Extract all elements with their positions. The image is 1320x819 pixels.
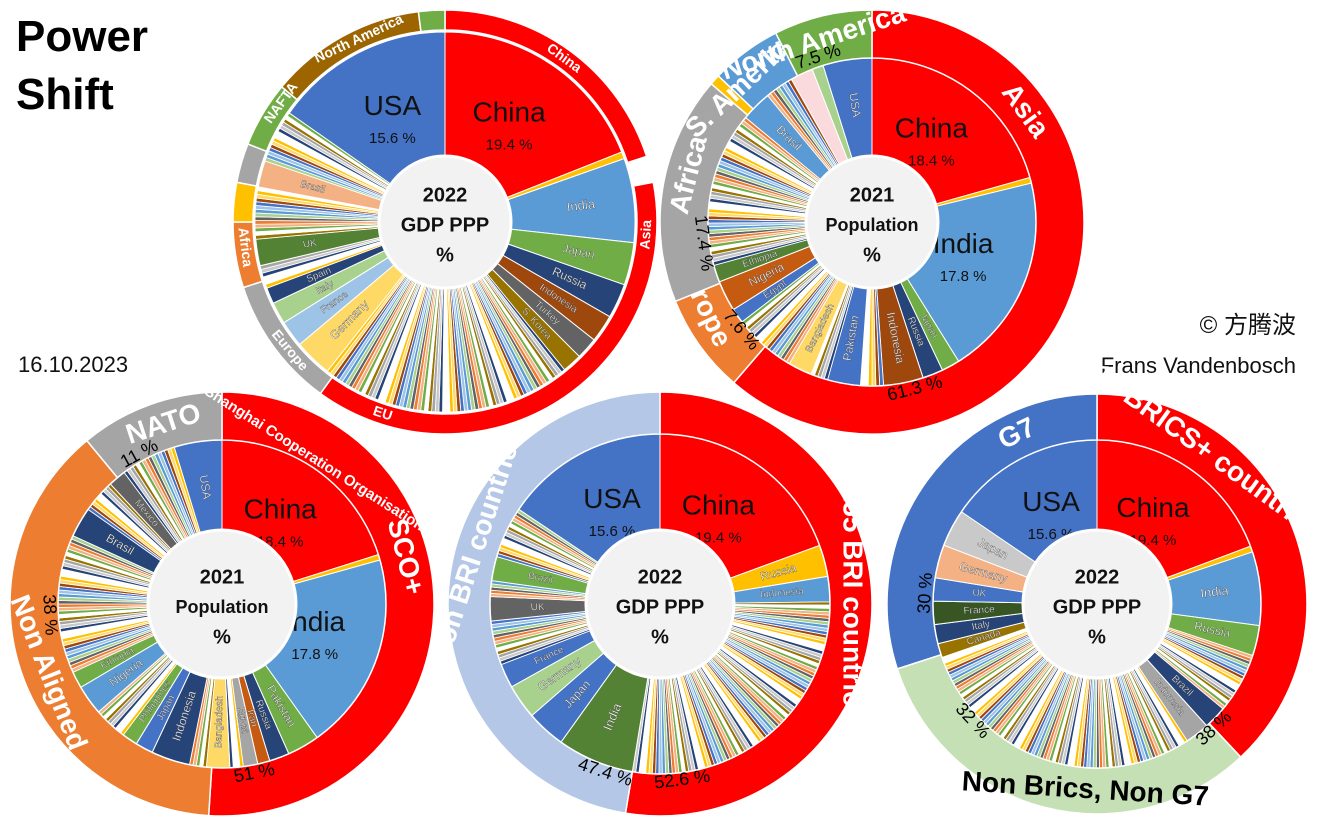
copyright-label: © 方腾波 <box>1199 312 1296 339</box>
ring-segment-north-america <box>774 9 873 77</box>
ring-label-asia: Asia <box>636 219 654 250</box>
ring-segment-sco <box>207 391 435 817</box>
slice-label-italy: Italy <box>971 619 991 633</box>
slice-label-china: China <box>472 97 546 128</box>
slice-label-uk: UK <box>531 602 546 613</box>
slice-value-china: 19.4 % <box>695 529 742 546</box>
center-hole <box>377 154 513 290</box>
slice-label-egypt: Egypt <box>235 707 250 734</box>
slice-label-bangladesh: Bangladesh <box>213 696 225 749</box>
ring-label-africa: Africa <box>235 226 256 268</box>
center-label: 2021 <box>200 566 245 588</box>
ring-segment-155-bri-countries <box>624 391 873 817</box>
center-label: % <box>213 626 231 648</box>
slice-label-india: India <box>1200 583 1230 601</box>
slice-value-china: 18.4 % <box>908 153 955 170</box>
slice-label-india: India <box>566 196 596 214</box>
slice-label-usa: USA <box>364 90 422 121</box>
slice-label-uk: UK <box>302 238 318 251</box>
slice-label-usa: USA <box>1022 486 1080 517</box>
ring-label-155-bri-countries: 155 BRI countries <box>838 486 869 723</box>
center-hole <box>804 154 940 290</box>
ring-segment-g7 <box>886 393 1098 670</box>
slice-label-china: China <box>244 494 318 525</box>
slice-label-china: China <box>1116 492 1190 523</box>
ring-segment-non-aligned <box>9 439 213 817</box>
slice-label-indonesia: Indonesia <box>760 586 805 601</box>
slice-value-usa: 15.6 % <box>369 130 416 147</box>
slice-value-india: 17.8 % <box>940 268 987 285</box>
center-label: % <box>651 626 669 648</box>
ring-segment-north-america <box>417 9 446 33</box>
slice-label-china: China <box>682 489 756 520</box>
center-label: GDP PPP <box>616 596 705 618</box>
ring-segment-nato <box>85 391 223 479</box>
slice-label-usa: USA <box>583 483 641 514</box>
slice-value-china: 19.4 % <box>486 137 533 154</box>
slice-label-usa: USA <box>846 92 864 119</box>
ring-label-eu: EU <box>371 402 394 423</box>
ring-segment <box>232 181 258 223</box>
main-title: Power Shift <box>16 12 149 119</box>
center-label: GDP PPP <box>401 214 490 236</box>
ring-caption: 38 % <box>39 594 62 636</box>
slice-label-usa: USA <box>197 474 214 500</box>
center-hole <box>146 528 298 680</box>
ring-caption: 30 % <box>914 572 937 614</box>
author-label: Frans Vandenbosch <box>1100 353 1296 378</box>
center-label: 2022 <box>638 566 683 588</box>
center-hole <box>584 528 736 680</box>
center-label: GDP PPP <box>1053 596 1142 618</box>
slice-label-china: China <box>895 113 969 144</box>
slice-label-brazil: Brazil <box>527 571 554 587</box>
date-label: 16.10.2023 <box>18 352 129 377</box>
slice-label-india: India <box>933 228 994 259</box>
center-label: % <box>863 244 881 266</box>
center-label: 2022 <box>423 184 468 206</box>
ring-segment <box>626 155 655 187</box>
center-hole <box>1021 528 1173 680</box>
slice-value-usa: 15.6 % <box>589 523 636 540</box>
center-label: Population <box>826 215 919 235</box>
center-label: 2021 <box>850 184 895 206</box>
ring-segment-11-brics-countries <box>1096 393 1308 759</box>
center-label: % <box>436 244 454 266</box>
center-label: 2022 <box>1075 566 1120 588</box>
ring-segment-non-bri-countries <box>447 391 661 815</box>
slice-label-france: France <box>963 604 995 617</box>
ring-segment-asia <box>732 9 1085 435</box>
center-label: Population <box>176 597 269 617</box>
slice-value-india: 17.8 % <box>291 646 338 663</box>
slice-label-uk: UK <box>972 588 987 600</box>
center-label: % <box>1088 626 1106 648</box>
